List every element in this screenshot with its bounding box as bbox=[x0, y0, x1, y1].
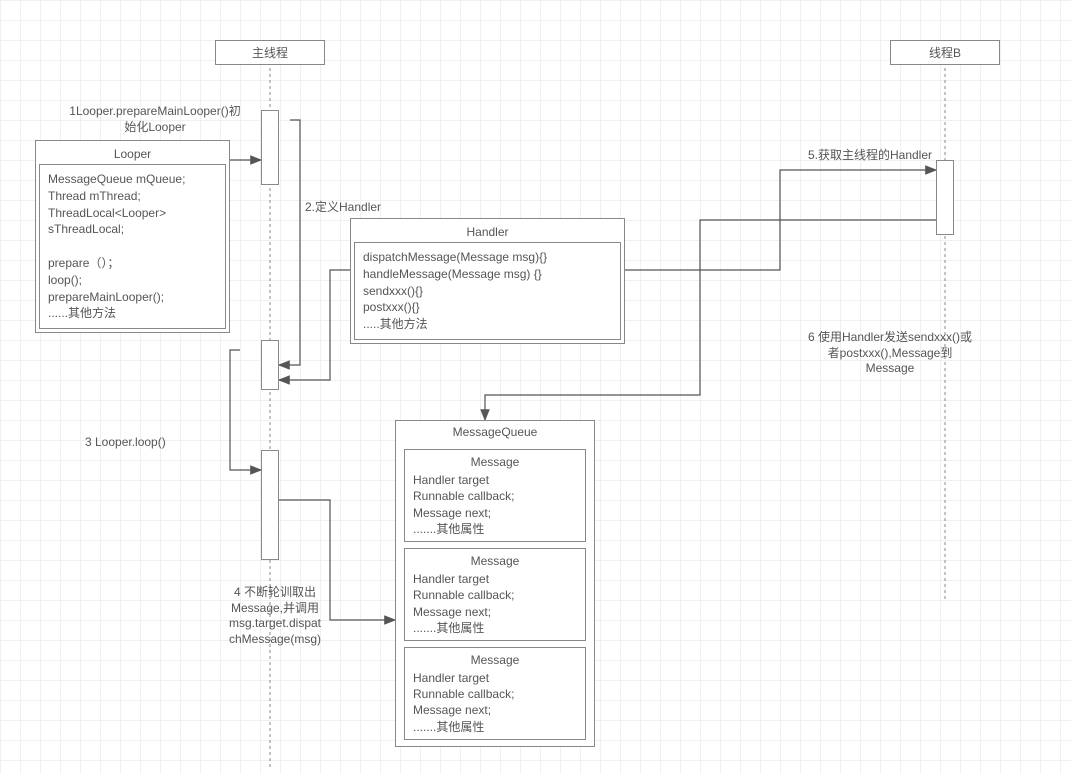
label-step4: 4 不断轮训取出 Message,并调用 msg.target.dispat c… bbox=[210, 585, 340, 647]
label-step6: 6 使用Handler发送sendxxx()或 者postxxx(),Messa… bbox=[790, 330, 990, 377]
looper-class-outer: Looper MessageQueue mQueue; Thread mThre… bbox=[35, 140, 230, 333]
looper-title: Looper bbox=[39, 144, 226, 164]
message-1-body: Handler target Runnable callback; Messag… bbox=[413, 472, 577, 537]
arrow-main-down2 bbox=[230, 350, 261, 470]
message-3-title: Message bbox=[413, 652, 577, 670]
message-item-3: Message Handler target Runnable callback… bbox=[404, 647, 586, 740]
label-step2: 2.定义Handler bbox=[305, 200, 415, 216]
activation-3 bbox=[261, 450, 279, 560]
message-3-body: Handler target Runnable callback; Messag… bbox=[413, 670, 577, 735]
arrow-main-down1 bbox=[279, 120, 300, 365]
label-step3: 3 Looper.loop() bbox=[85, 435, 225, 451]
actor-thread-b-label: 线程B bbox=[929, 46, 961, 60]
handler-class-outer: Handler dispatchMessage(Message msg){} h… bbox=[350, 218, 625, 344]
message-1-title: Message bbox=[413, 454, 577, 472]
activation-1 bbox=[261, 110, 279, 185]
messagequeue-title: MessageQueue bbox=[396, 421, 594, 443]
looper-body: MessageQueue mQueue; Thread mThread; Thr… bbox=[40, 165, 225, 328]
actor-main-thread-label: 主线程 bbox=[252, 46, 288, 60]
handler-title: Handler bbox=[354, 222, 621, 242]
actor-main-thread: 主线程 bbox=[215, 40, 325, 65]
message-item-2: Message Handler target Runnable callback… bbox=[404, 548, 586, 641]
handler-body: dispatchMessage(Message msg){} handleMes… bbox=[355, 243, 620, 339]
label-step5: 5.获取主线程的Handler bbox=[790, 148, 950, 164]
messagequeue-class: MessageQueue Message Handler target Runn… bbox=[395, 420, 595, 747]
activation-2 bbox=[261, 340, 279, 390]
activation-4 bbox=[936, 160, 954, 235]
message-item-1: Message Handler target Runnable callback… bbox=[404, 449, 586, 542]
message-2-body: Handler target Runnable callback; Messag… bbox=[413, 571, 577, 636]
label-step1: 1Looper.prepareMainLooper()初 始化Looper bbox=[55, 104, 255, 135]
actor-thread-b: 线程B bbox=[890, 40, 1000, 65]
message-2-title: Message bbox=[413, 553, 577, 571]
arrow-handler-to-main bbox=[279, 270, 350, 380]
